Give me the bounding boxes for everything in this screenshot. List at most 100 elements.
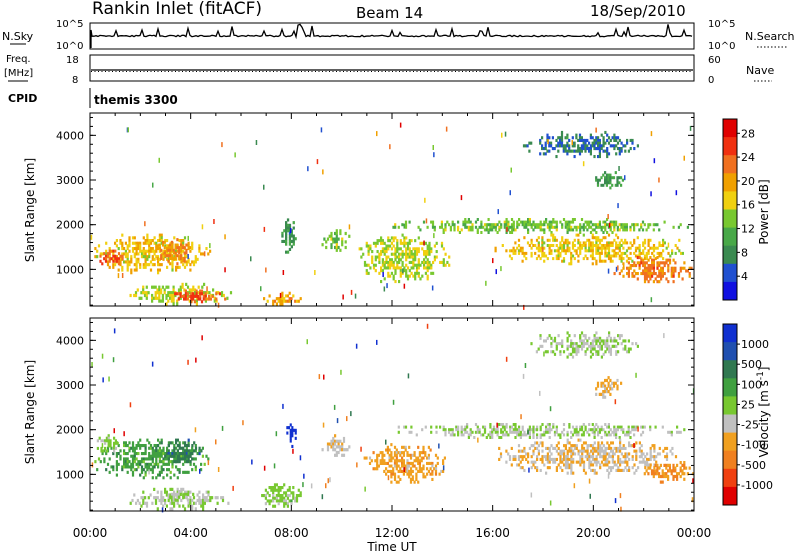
data-cell (566, 347, 569, 351)
data-cell (160, 241, 163, 245)
data-cell (577, 452, 580, 456)
data-cell (606, 425, 609, 429)
data-cell (629, 257, 632, 261)
data-cell (444, 433, 447, 437)
data-cell (442, 459, 445, 463)
data-cell (550, 233, 553, 237)
data-cell (284, 502, 288, 506)
data-cell (564, 460, 567, 464)
data-cell (570, 452, 573, 456)
data-cell (586, 147, 589, 151)
data-cell (573, 428, 576, 432)
data-cell (668, 430, 672, 434)
data-cell (633, 269, 636, 273)
data-cell (683, 463, 686, 467)
data-cell (158, 263, 161, 267)
data-cell (417, 236, 420, 240)
data-cell (604, 455, 607, 459)
data-cell (566, 438, 569, 442)
data-cell (185, 454, 188, 458)
data-cell (389, 263, 392, 267)
data-cell (548, 238, 551, 242)
data-cell (633, 251, 636, 255)
data-cell (543, 463, 546, 467)
data-cell (474, 430, 478, 434)
data-cell (546, 133, 549, 137)
data-cell (607, 430, 610, 434)
data-speck (692, 478, 694, 484)
data-cell (175, 268, 178, 272)
data-cell (489, 223, 492, 227)
data-cell (634, 254, 638, 258)
data-speck (549, 406, 552, 412)
data-cell (446, 220, 449, 224)
data-cell (620, 141, 623, 145)
data-cell (164, 454, 167, 458)
data-cell (183, 507, 187, 511)
data-cell (469, 220, 472, 224)
data-cell (620, 251, 623, 255)
data-cell (536, 433, 539, 437)
data-cell (406, 472, 409, 476)
data-cell (600, 176, 603, 180)
data-speck (539, 390, 541, 396)
data-cell (172, 251, 175, 255)
data-cell (591, 241, 594, 245)
data-cell (191, 507, 194, 511)
data-cell (568, 241, 571, 245)
data-cell (607, 136, 611, 140)
data-cell (170, 291, 173, 295)
data-speck (497, 209, 499, 215)
data-speck (402, 462, 405, 468)
data-cell (608, 455, 611, 459)
data-cell (499, 455, 503, 459)
data-cell (629, 347, 632, 351)
data-cell (597, 144, 600, 148)
data-cell (676, 474, 679, 479)
data-cell (115, 473, 118, 477)
data-cell (620, 269, 623, 273)
data-cell (123, 449, 126, 453)
data-cell (285, 231, 288, 235)
data-cell (505, 460, 508, 464)
data-cell (525, 433, 528, 437)
data-cell (444, 225, 447, 229)
data-cell (667, 258, 670, 262)
data-cell (286, 502, 289, 506)
data-cell (115, 468, 118, 472)
data-speck (617, 203, 619, 209)
data-cell (266, 491, 269, 495)
data-speck (683, 155, 685, 161)
data-cell (117, 252, 121, 256)
data-cell (188, 291, 191, 295)
data-cell (174, 251, 177, 255)
data-cell (371, 258, 374, 262)
data-cell (530, 246, 533, 250)
data-cell (627, 274, 630, 278)
data-cell (436, 456, 439, 460)
data-cell (631, 425, 634, 429)
data-cell (394, 247, 397, 251)
data-cell (537, 449, 540, 453)
data-cell (616, 228, 619, 232)
data-cell (602, 144, 605, 148)
data-cell (194, 449, 197, 453)
data-speck (614, 498, 617, 504)
data-cell (546, 149, 549, 153)
data-cell (575, 428, 578, 432)
data-cell (339, 445, 342, 449)
data-cell (620, 223, 623, 227)
data-cell (616, 244, 620, 247)
data-cell (589, 147, 592, 151)
data-cell (285, 234, 288, 238)
data-cell (617, 468, 620, 472)
data-cell (374, 263, 377, 267)
data-cell (153, 252, 156, 256)
data-cell (665, 452, 669, 456)
data-cell (679, 474, 682, 479)
data-cell (158, 243, 161, 247)
data-cell (611, 460, 614, 464)
data-cell (641, 220, 645, 224)
data-cell (539, 220, 542, 224)
data-cell (602, 449, 605, 453)
